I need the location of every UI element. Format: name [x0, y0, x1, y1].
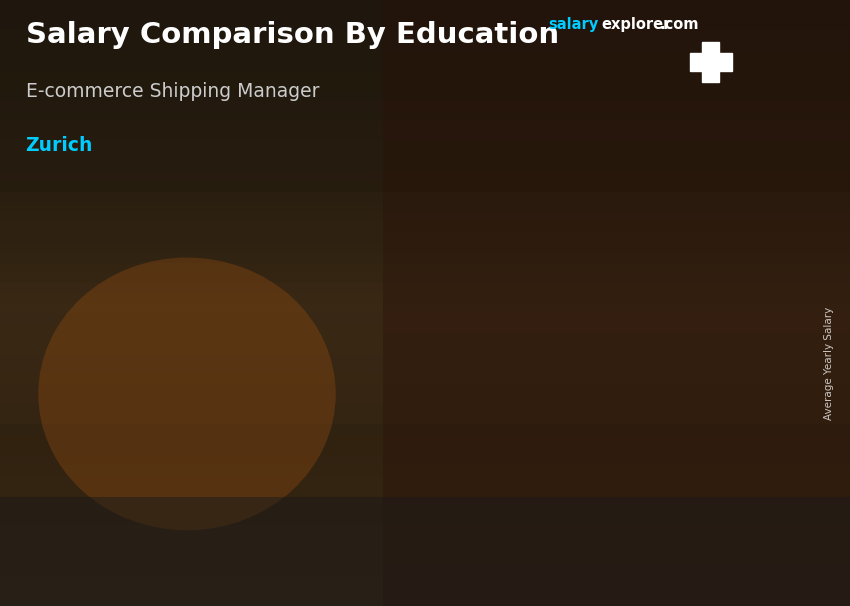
- Text: Zurich: Zurich: [26, 136, 93, 155]
- Bar: [0, 535, 850, 545]
- Text: salary: salary: [548, 17, 598, 32]
- Bar: [0, 192, 850, 202]
- Bar: [0, 353, 850, 364]
- Bar: [666, 137, 739, 533]
- Bar: [0, 262, 850, 273]
- Bar: [0, 132, 850, 141]
- Bar: [0, 71, 850, 81]
- Bar: [0, 505, 850, 515]
- Bar: [0, 333, 850, 344]
- Bar: [0, 182, 850, 192]
- Bar: [0, 30, 850, 41]
- Bar: [689, 53, 732, 71]
- Text: 218,000 CHF: 218,000 CHF: [688, 109, 782, 124]
- Text: 177,000 CHF: 177,000 CHF: [496, 184, 592, 199]
- Bar: [285, 313, 357, 319]
- Bar: [0, 414, 850, 424]
- Bar: [0, 50, 850, 61]
- Text: explorer: explorer: [602, 17, 672, 32]
- Bar: [0, 91, 850, 101]
- Text: 105,000 CHF: 105,000 CHF: [70, 315, 164, 330]
- Bar: [0, 495, 850, 505]
- Bar: [0, 344, 850, 353]
- Bar: [0, 474, 850, 485]
- Bar: [94, 342, 167, 533]
- Text: High School: High School: [85, 566, 176, 581]
- Bar: [0, 162, 850, 171]
- Bar: [0, 435, 850, 444]
- Bar: [0, 454, 850, 465]
- Bar: [0, 61, 850, 71]
- Text: +16%: +16%: [178, 214, 246, 235]
- Bar: [476, 211, 548, 219]
- Bar: [0, 141, 850, 152]
- Bar: [0, 212, 850, 222]
- Text: Salary Comparison By Education: Salary Comparison By Education: [26, 21, 558, 49]
- Bar: [666, 137, 674, 533]
- Bar: [0, 283, 850, 293]
- Bar: [0, 465, 850, 474]
- Text: +23%: +23%: [560, 59, 627, 80]
- Text: Average Yearly Salary: Average Yearly Salary: [824, 307, 834, 420]
- Bar: [0, 404, 850, 414]
- Ellipse shape: [38, 258, 336, 530]
- Bar: [0, 374, 850, 384]
- Bar: [666, 137, 739, 147]
- Bar: [0, 596, 850, 606]
- Bar: [0, 586, 850, 596]
- Bar: [0, 121, 850, 132]
- Bar: [0, 565, 850, 576]
- Bar: [94, 342, 102, 533]
- Bar: [0, 10, 850, 20]
- Text: Certificate or
Diploma: Certificate or Diploma: [271, 566, 371, 598]
- Bar: [476, 211, 548, 533]
- Bar: [0, 273, 850, 283]
- Bar: [702, 42, 719, 82]
- Bar: [0, 364, 850, 374]
- Text: .com: .com: [660, 17, 699, 32]
- Bar: [0, 222, 850, 232]
- Text: Bachelor's
Degree: Bachelor's Degree: [472, 566, 552, 598]
- Bar: [0, 20, 850, 30]
- Text: +46%: +46%: [370, 90, 437, 111]
- Bar: [0, 444, 850, 454]
- Bar: [285, 313, 357, 533]
- Bar: [0, 111, 850, 121]
- Bar: [0, 41, 850, 50]
- Bar: [0, 545, 850, 556]
- Text: 121,000 CHF: 121,000 CHF: [306, 285, 400, 301]
- Bar: [475, 211, 484, 533]
- Bar: [382, 0, 850, 606]
- Bar: [0, 497, 850, 606]
- Text: E-commerce Shipping Manager: E-commerce Shipping Manager: [26, 82, 319, 101]
- Bar: [0, 101, 850, 111]
- Bar: [0, 576, 850, 586]
- Bar: [0, 242, 850, 253]
- Text: Master's
Degree: Master's Degree: [671, 566, 735, 598]
- Bar: [0, 303, 850, 313]
- Bar: [0, 323, 850, 333]
- Bar: [0, 485, 850, 495]
- Bar: [0, 293, 850, 303]
- Bar: [0, 171, 850, 182]
- Bar: [0, 152, 850, 162]
- Bar: [0, 313, 850, 323]
- Bar: [0, 384, 850, 394]
- Bar: [0, 0, 850, 10]
- Bar: [0, 81, 850, 91]
- Bar: [94, 342, 167, 347]
- Bar: [0, 232, 850, 242]
- Bar: [0, 525, 850, 535]
- Bar: [285, 313, 293, 533]
- Bar: [0, 253, 850, 262]
- Bar: [0, 202, 850, 212]
- Bar: [0, 394, 850, 404]
- Bar: [0, 424, 850, 435]
- Bar: [0, 515, 850, 525]
- Bar: [0, 556, 850, 565]
